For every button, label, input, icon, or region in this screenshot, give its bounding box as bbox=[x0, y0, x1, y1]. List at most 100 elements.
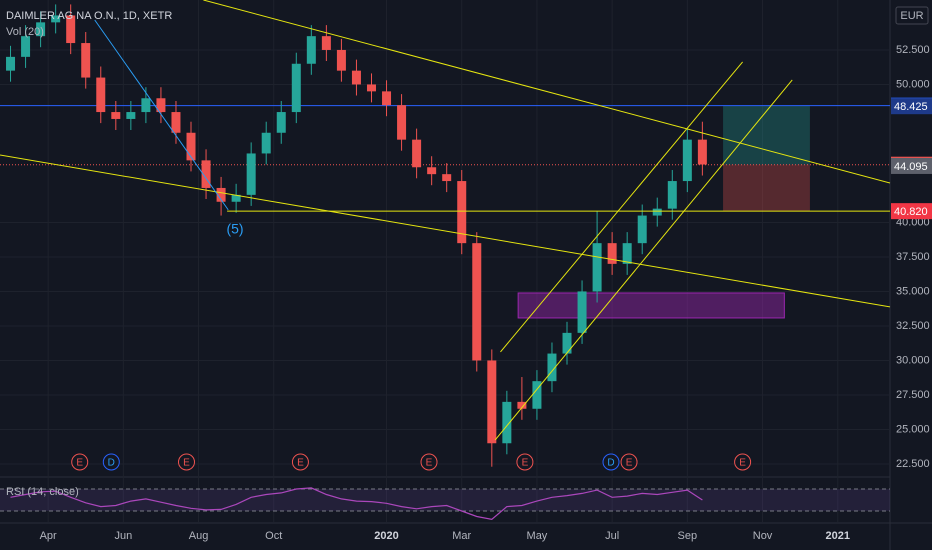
y-tick-label: 52.500 bbox=[896, 44, 930, 56]
y-tick-label: 35.000 bbox=[896, 285, 930, 297]
candle-body bbox=[397, 105, 407, 140]
x-tick-label: Apr bbox=[40, 530, 57, 542]
y-tick-label: 40.000 bbox=[896, 216, 930, 228]
candle-body bbox=[532, 381, 542, 409]
x-tick-label: Jun bbox=[114, 530, 132, 542]
currency-box[interactable] bbox=[895, 6, 929, 25]
candle-body bbox=[66, 15, 76, 44]
y-tick-label: 32.500 bbox=[896, 320, 930, 332]
price-label-box bbox=[891, 157, 932, 174]
candle-body bbox=[201, 160, 211, 188]
candle-body bbox=[81, 43, 91, 78]
event-marker bbox=[516, 453, 534, 471]
price-label: 40.820 bbox=[894, 206, 928, 218]
candle-body bbox=[562, 332, 572, 354]
y-tick-label: 50.000 bbox=[896, 78, 930, 90]
event-marker bbox=[177, 453, 195, 471]
candle-body bbox=[607, 243, 617, 264]
candle-body bbox=[502, 401, 512, 444]
x-tick-label: Oct bbox=[265, 530, 282, 542]
trendline bbox=[203, 0, 891, 184]
candle-body bbox=[141, 98, 151, 113]
event-label: D bbox=[108, 458, 115, 469]
stop-zone bbox=[723, 164, 810, 212]
trendline bbox=[494, 79, 793, 441]
symbol-title[interactable]: DAIMLER AG NA O.N., 1D, XETR bbox=[6, 10, 172, 22]
rsi-line bbox=[10, 487, 703, 520]
candle-body bbox=[6, 56, 16, 71]
candle-body bbox=[442, 174, 452, 182]
grid bbox=[0, 0, 890, 522]
price-label-box bbox=[891, 203, 932, 220]
candle-body bbox=[382, 91, 392, 106]
price-label: 44.095 bbox=[894, 161, 928, 173]
target-zone bbox=[723, 105, 810, 165]
candle-body bbox=[487, 360, 497, 444]
currency[interactable]: EUR bbox=[900, 10, 923, 22]
volume-label[interactable]: Vol (20) bbox=[6, 26, 44, 38]
x-tick-label: May bbox=[527, 530, 548, 542]
candle-body bbox=[291, 63, 301, 113]
candle-body bbox=[126, 112, 136, 119]
event-label: E bbox=[297, 458, 304, 469]
candle-body bbox=[336, 49, 346, 71]
y-tick-label: 27.500 bbox=[896, 389, 930, 401]
candle-body bbox=[427, 167, 437, 175]
candle-body bbox=[231, 194, 241, 202]
y-tick-label: 30.000 bbox=[896, 354, 930, 366]
candle-body bbox=[171, 112, 181, 133]
candle-body bbox=[457, 181, 467, 244]
candle-body bbox=[156, 98, 166, 113]
candle-body bbox=[51, 15, 61, 23]
candle-body bbox=[21, 36, 31, 57]
candle-body bbox=[667, 181, 677, 209]
event-label: E bbox=[183, 458, 190, 469]
event-label: D bbox=[607, 458, 614, 469]
candle-body bbox=[186, 132, 196, 161]
x-tick-label: Sep bbox=[678, 530, 698, 542]
y-tick-label: 37.500 bbox=[896, 251, 930, 263]
candle-body bbox=[366, 84, 376, 92]
x-tick-label: 2020 bbox=[374, 530, 398, 542]
event-label: E bbox=[426, 458, 433, 469]
event-label: E bbox=[522, 458, 529, 469]
rsi-label[interactable]: RSI (14, close) bbox=[6, 486, 79, 498]
event-marker bbox=[734, 453, 752, 471]
zone-box bbox=[517, 292, 785, 319]
candle-body bbox=[351, 70, 361, 85]
candle-body bbox=[246, 153, 256, 195]
candle-body bbox=[622, 243, 632, 264]
candle-body bbox=[412, 139, 422, 168]
plot: (5) E D E E E E D E E bbox=[0, 0, 891, 520]
event-label: E bbox=[76, 458, 83, 469]
event-marker bbox=[620, 453, 638, 471]
price-label: 48.425 bbox=[894, 101, 928, 113]
price-label-box bbox=[891, 98, 932, 115]
y-tick-label: 25.000 bbox=[896, 423, 930, 435]
candle-body bbox=[577, 291, 587, 333]
event-label: E bbox=[739, 458, 746, 469]
event-marker bbox=[291, 453, 309, 471]
rsi-band bbox=[0, 489, 890, 511]
event-marker bbox=[71, 453, 89, 471]
candle-body bbox=[261, 132, 271, 154]
candle-body bbox=[96, 77, 106, 113]
candle-body bbox=[682, 139, 692, 182]
wave-label: (5) bbox=[226, 221, 243, 237]
trendline bbox=[0, 154, 891, 308]
event-marker bbox=[602, 453, 620, 471]
candle-body bbox=[697, 139, 707, 165]
candle-body bbox=[637, 215, 647, 244]
candle-body bbox=[592, 243, 602, 292]
candle-body bbox=[547, 353, 557, 382]
x-tick-label: Jul bbox=[605, 530, 619, 542]
candle-body bbox=[216, 187, 226, 202]
event-label: E bbox=[626, 458, 633, 469]
candle-body bbox=[306, 36, 316, 64]
candle-body bbox=[321, 36, 331, 50]
candle-body bbox=[111, 112, 121, 119]
y-tick-label: 22.500 bbox=[896, 458, 930, 470]
x-tick-label: 2021 bbox=[825, 530, 849, 542]
